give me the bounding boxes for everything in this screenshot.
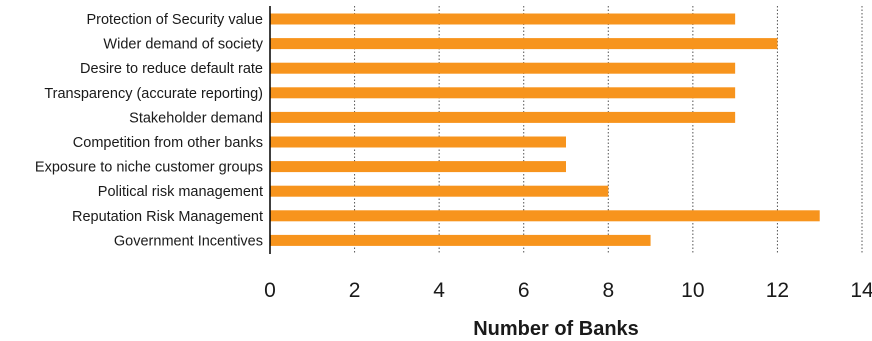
bar: [270, 161, 566, 173]
bars: [270, 13, 820, 246]
bar: [270, 234, 651, 246]
category-label: Wider demand of society: [103, 37, 263, 53]
category-label: Political risk management: [98, 184, 263, 200]
category-label: Stakeholder demand: [129, 110, 263, 126]
x-tick-labels: 0 2 4 6 8 10 12 14: [264, 279, 872, 302]
bar: [270, 111, 736, 123]
category-label: Competition from other banks: [73, 135, 263, 151]
category-label: Government Incentives: [114, 233, 263, 249]
x-tick-label: 12: [766, 279, 789, 302]
bar: [270, 136, 566, 148]
bar: [270, 38, 778, 50]
category-label: Exposure to niche customer groups: [35, 160, 263, 176]
x-tick-label: 8: [602, 279, 614, 302]
category-label: Reputation Risk Management: [72, 209, 263, 225]
x-tick-label: 14: [850, 279, 872, 302]
bar: [270, 185, 609, 197]
category-label: Transparency (accurate reporting): [44, 86, 263, 102]
x-tick-label: 0: [264, 279, 276, 302]
x-tick-label: 6: [518, 279, 530, 302]
category-labels: Protection of Security value Wider demand…: [35, 12, 264, 249]
category-label: Desire to reduce default rate: [80, 61, 263, 77]
x-tick-label: 2: [349, 279, 361, 302]
bar: [270, 13, 736, 25]
category-label: Protection of Security value: [86, 12, 263, 28]
bar: [270, 210, 820, 222]
x-axis-title: Number of Banks: [473, 318, 639, 340]
bar: [270, 87, 736, 99]
x-tick-label: 4: [433, 279, 445, 302]
bar: [270, 62, 736, 74]
x-tick-label: 10: [681, 279, 704, 302]
